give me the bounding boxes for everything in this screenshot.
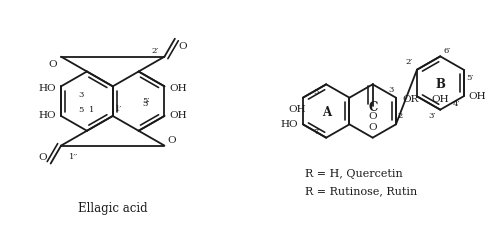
Text: 5: 5 [78, 105, 84, 113]
Text: 3: 3 [388, 85, 394, 93]
Text: OR: OR [402, 95, 418, 104]
Text: Ellagic acid: Ellagic acid [78, 201, 148, 214]
Text: O: O [179, 42, 188, 50]
Text: 4′: 4′ [453, 100, 460, 108]
Text: 1′′: 1′′ [69, 152, 78, 160]
Text: 3′: 3′ [428, 111, 436, 119]
Text: B: B [436, 77, 445, 90]
Text: O: O [168, 135, 176, 144]
Text: 1: 1 [89, 106, 94, 114]
Text: 5′: 5′ [466, 73, 473, 81]
Text: 3: 3 [78, 90, 84, 98]
Text: 7: 7 [313, 128, 318, 136]
Text: 5: 5 [313, 87, 318, 95]
Text: O: O [368, 111, 377, 120]
Text: 3′: 3′ [142, 99, 150, 107]
Text: 1′: 1′ [115, 105, 122, 112]
Text: R = Rutinose, Rutin: R = Rutinose, Rutin [304, 185, 417, 195]
Text: OH: OH [468, 91, 486, 100]
Text: O: O [38, 152, 46, 161]
Text: 6′: 6′ [443, 47, 450, 55]
Text: O: O [48, 59, 57, 68]
Text: HO: HO [38, 111, 56, 120]
Text: 2: 2 [398, 112, 403, 120]
Text: OH: OH [170, 111, 187, 120]
Text: R = H, Quercetin: R = H, Quercetin [304, 169, 402, 178]
Text: 2′: 2′ [406, 57, 413, 65]
Text: C: C [368, 100, 378, 113]
Text: OH: OH [170, 83, 187, 92]
Text: A: A [322, 105, 331, 118]
Text: HO: HO [38, 83, 56, 92]
Text: 2′: 2′ [152, 47, 158, 54]
Text: 5′: 5′ [142, 96, 150, 104]
Text: OH: OH [288, 104, 306, 113]
Text: O: O [368, 122, 377, 131]
Text: HO: HO [280, 119, 298, 128]
Text: OH: OH [432, 94, 449, 103]
